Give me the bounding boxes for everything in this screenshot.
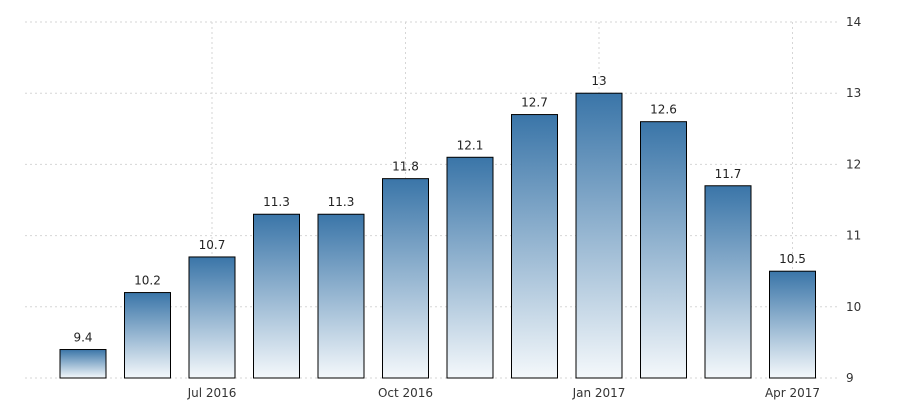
bar [575,92,623,379]
bar [253,213,300,379]
x-tick-label: Oct 2016 [378,386,433,400]
data-label: 13 [591,74,606,88]
data-label: 12.1 [457,138,484,152]
y-tick-label: 10 [846,300,861,314]
data-labels-layer: 9.4 10.2 10.7 11.3 11.3 11.8 12.1 12.7 13 12.6 11.… [73,74,805,344]
bar [382,178,429,379]
bar [446,156,494,379]
y-tick-label: 11 [846,229,861,243]
data-label: 10.5 [779,252,806,266]
bars-layer [59,92,816,379]
x-tick-label: Jul 2016 [187,386,237,400]
y-tick-label: 12 [846,157,861,171]
bar [317,213,365,379]
data-label: 11.7 [715,167,742,181]
data-label: 9.4 [73,331,92,345]
x-tick-label: Apr 2017 [765,386,820,400]
data-label: 12.6 [650,103,677,117]
bar [704,185,752,379]
axes-layer: 9 10 11 12 13 14 Jul 2016 Oct 2016 Jan 2017 Apr 2… [187,15,862,400]
bar [511,114,558,379]
bar [769,270,816,379]
data-label: 12.7 [521,96,548,110]
bar [640,121,687,379]
data-label: 10.7 [199,238,226,252]
y-tick-label: 14 [846,15,861,29]
data-label: 11.3 [328,195,355,209]
data-label: 11.8 [392,160,419,174]
bar [124,292,171,379]
data-label: 10.2 [134,274,161,288]
bar [188,256,236,379]
y-tick-label: 13 [846,86,861,100]
y-tick-label: 9 [846,371,854,385]
x-tick-label: Jan 2017 [572,386,626,400]
data-label: 11.3 [263,195,290,209]
bar [59,349,107,379]
